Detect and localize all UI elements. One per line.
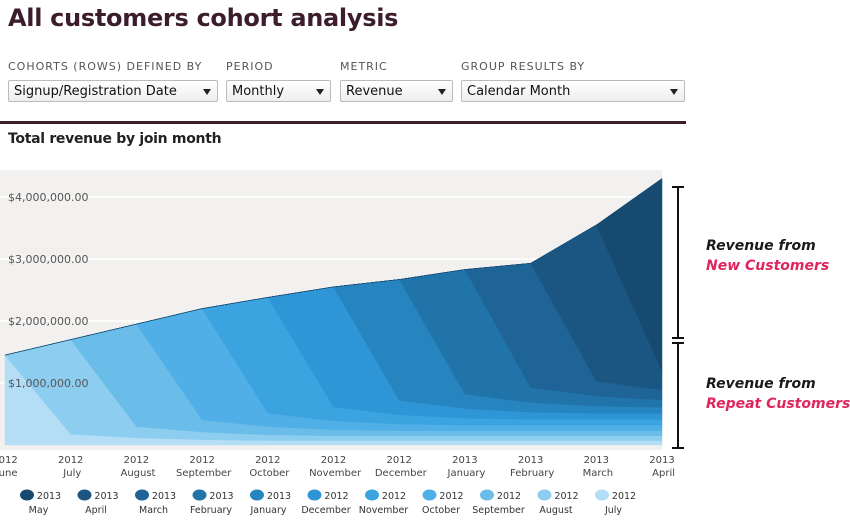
- legend-swatch: [135, 489, 149, 501]
- filter-label: COHORTS (ROWS) DEFINED BY: [8, 60, 203, 73]
- x-tick-label: 2012 September: [173, 455, 232, 479]
- filter: PERIOD Monthly: [226, 60, 331, 102]
- legend-swatch: [537, 489, 552, 501]
- filter-label: METRIC: [340, 60, 388, 73]
- legend-label: 2013 May: [26, 491, 61, 516]
- area: [4, 263, 663, 401]
- legend-swatch: [77, 489, 92, 501]
- area: [4, 354, 663, 446]
- x-tick-label: 2012 December: [372, 455, 428, 479]
- legend-label: 2012 December: [298, 491, 350, 516]
- filter: COHORTS (ROWS) DEFINED BY Signup/Registr…: [8, 60, 218, 102]
- area: [4, 339, 663, 441]
- annotation: Revenue from: [706, 238, 816, 254]
- dropdown-arrow: [670, 89, 678, 95]
- legend-label: 2013 March: [136, 491, 176, 516]
- dropdown[interactable]: Monthly: [226, 80, 331, 102]
- legend-swatch: [422, 489, 437, 501]
- filter-label: GROUP RESULTS BY: [461, 60, 586, 73]
- dropdown-value: Monthly: [232, 84, 285, 99]
- x-tick-label: 2012 June: [0, 455, 18, 479]
- legend-label: 2012 July: [602, 491, 636, 516]
- filter-label: PERIOD: [226, 60, 274, 73]
- dropdown-value: Calendar Month: [467, 84, 571, 99]
- x-tick-label: 2012 October: [246, 455, 290, 479]
- legend-label: 2012 October: [419, 491, 464, 516]
- x-tick-label: 2013 April: [649, 455, 675, 479]
- legend-label: 2013 February: [187, 491, 234, 516]
- x-tick-label: 2013 February: [507, 455, 555, 479]
- filter: METRIC Revenue: [340, 60, 453, 102]
- legend-swatch: [365, 489, 379, 501]
- dropdown-arrow: [438, 89, 446, 95]
- legend-label: 2013 January: [247, 491, 291, 516]
- bracket: [672, 186, 684, 449]
- x-tick-label: 2012 November: [306, 455, 362, 479]
- area: [4, 224, 663, 391]
- legend-swatch: [480, 489, 494, 501]
- chart-title: Total revenue by join month: [8, 131, 222, 147]
- x-tick-label: 2012 August: [117, 455, 155, 479]
- dropdown-arrow: [316, 89, 324, 95]
- y-tick-label: $1,000,000.00: [8, 377, 88, 390]
- area: [4, 297, 663, 426]
- dropdown-value: Revenue: [346, 84, 403, 99]
- dropdown[interactable]: Calendar Month: [461, 80, 685, 102]
- dropdown[interactable]: Revenue: [340, 80, 453, 102]
- area: [4, 177, 663, 372]
- area: [4, 308, 663, 431]
- legend-label: 2012 August: [536, 491, 578, 516]
- annotation: Revenue from: [706, 376, 816, 392]
- legend-swatch: [307, 489, 322, 501]
- area: [4, 279, 663, 414]
- annotation: Repeat Customers: [706, 396, 850, 412]
- dropdown-arrow: [203, 89, 211, 95]
- y-tick-label: $2,000,000.00: [8, 315, 88, 328]
- area: [4, 286, 663, 420]
- legend-swatch: [20, 489, 34, 501]
- area: [4, 323, 663, 437]
- area: [4, 269, 663, 408]
- page-title: All customers cohort analysis: [8, 4, 399, 32]
- dropdown-value: Signup/Registration Date: [14, 84, 177, 99]
- divider: [0, 121, 686, 124]
- y-tick-label: $3,000,000.00: [8, 253, 88, 266]
- plot-background: [0, 170, 662, 450]
- legend-swatch: [192, 489, 207, 501]
- x-tick-label: 2013 March: [579, 455, 613, 479]
- legend-swatch: [250, 489, 264, 501]
- legend-swatch: [595, 489, 609, 501]
- legend-label: 2012 November: [356, 491, 409, 516]
- x-tick-label: 2013 January: [444, 455, 485, 479]
- dropdown[interactable]: Signup/Registration Date: [8, 80, 218, 102]
- annotation: New Customers: [706, 258, 829, 274]
- legend-label: 2013 April: [82, 491, 118, 516]
- legend-label: 2012 September: [469, 491, 525, 516]
- x-tick-label: 2012 July: [58, 455, 83, 479]
- filter: GROUP RESULTS BY Calendar Month: [461, 60, 685, 102]
- y-tick-label: $4,000,000.00: [8, 191, 88, 204]
